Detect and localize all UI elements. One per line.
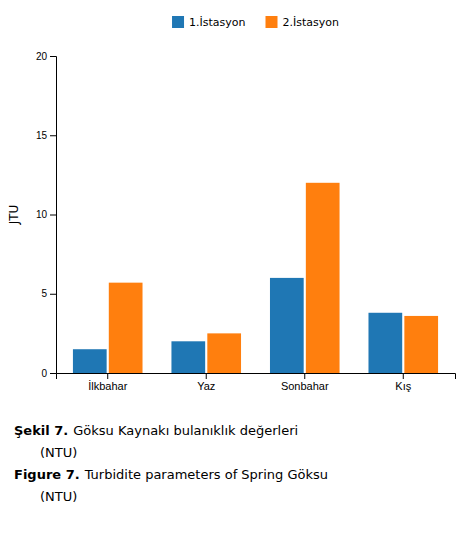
caption-part: Şekil 7.	[14, 423, 68, 438]
tick-label: Kış	[395, 380, 411, 392]
y-axis: 0 5 10 15 20	[36, 51, 57, 379]
caption-part: Turbidite parameters of Spring Göksu	[84, 467, 328, 482]
axis-line	[57, 374, 456, 380]
tick-label: 5	[41, 288, 47, 299]
legend-label: 1.İstasyon	[189, 16, 245, 29]
tick-mark	[50, 215, 56, 216]
tick: 15	[36, 130, 56, 141]
tick-mark	[304, 373, 305, 379]
caption: Şekil 7. Göksu Kaynakı bulanıklık değerle…	[14, 423, 298, 438]
tick: 10	[36, 209, 56, 220]
tick-label: Yaz	[197, 380, 215, 392]
tick-label: 0	[41, 368, 47, 379]
legend-item: 2.İstasyon	[266, 16, 339, 29]
y-label: JTU	[7, 205, 21, 226]
caption-part: Figure 7.	[14, 467, 80, 482]
legend-swatch	[172, 16, 184, 28]
legend-label: 2.İstasyon	[283, 16, 339, 29]
axis-line	[50, 57, 57, 374]
caption-part: (NTU)	[40, 489, 77, 504]
tick-mark	[50, 373, 56, 374]
bar	[73, 349, 107, 373]
tick: Yaz	[197, 373, 215, 392]
tick-label: 10	[36, 209, 48, 220]
bar	[171, 341, 205, 373]
tick-mark	[50, 56, 56, 57]
tick-label: Sonbahar	[281, 380, 329, 392]
bar	[109, 283, 143, 373]
tick-mark	[107, 373, 108, 379]
series	[73, 278, 402, 373]
tick-label: İlkbahar	[88, 380, 127, 392]
tick-mark	[50, 294, 56, 295]
tick-label: 20	[36, 51, 48, 62]
caption-part: (NTU)	[40, 445, 77, 460]
bar	[404, 316, 438, 373]
caption: Figure 7. Turbidite parameters of Spring …	[14, 467, 328, 482]
caption-part: Göksu Kaynakı bulanıklık değerleri	[73, 423, 298, 438]
tick-mark	[50, 135, 56, 136]
tick: Sonbahar	[281, 373, 329, 392]
bar	[368, 313, 402, 373]
tick: 5	[41, 288, 56, 299]
x-axis: İlkbahar Yaz Sonbahar Kış	[57, 373, 456, 392]
tick: İlkbahar	[88, 373, 127, 392]
series	[109, 183, 438, 373]
legend-item: 1.İstasyon	[172, 16, 245, 29]
bar	[306, 183, 340, 373]
tick: 20	[36, 51, 56, 62]
tick-mark	[403, 373, 404, 379]
chart: 0 5 10 15 20 İlkbahar Yaz Sonbahar Kış JTU 1.İstas…	[0, 0, 475, 533]
bar	[207, 333, 241, 373]
bars	[73, 183, 438, 373]
tick: Kış	[395, 373, 411, 392]
legend: 1.İstasyon 2.İstasyon	[172, 16, 339, 29]
tick-mark	[206, 373, 207, 379]
caption: (NTU)	[40, 445, 77, 460]
plot: 0 5 10 15 20 İlkbahar Yaz Sonbahar Kış JTU	[7, 51, 456, 392]
bar	[270, 278, 304, 373]
tick: 0	[41, 368, 56, 379]
caption: (NTU)	[40, 489, 77, 504]
tick-label: 15	[36, 130, 48, 141]
legend-swatch	[266, 16, 278, 28]
